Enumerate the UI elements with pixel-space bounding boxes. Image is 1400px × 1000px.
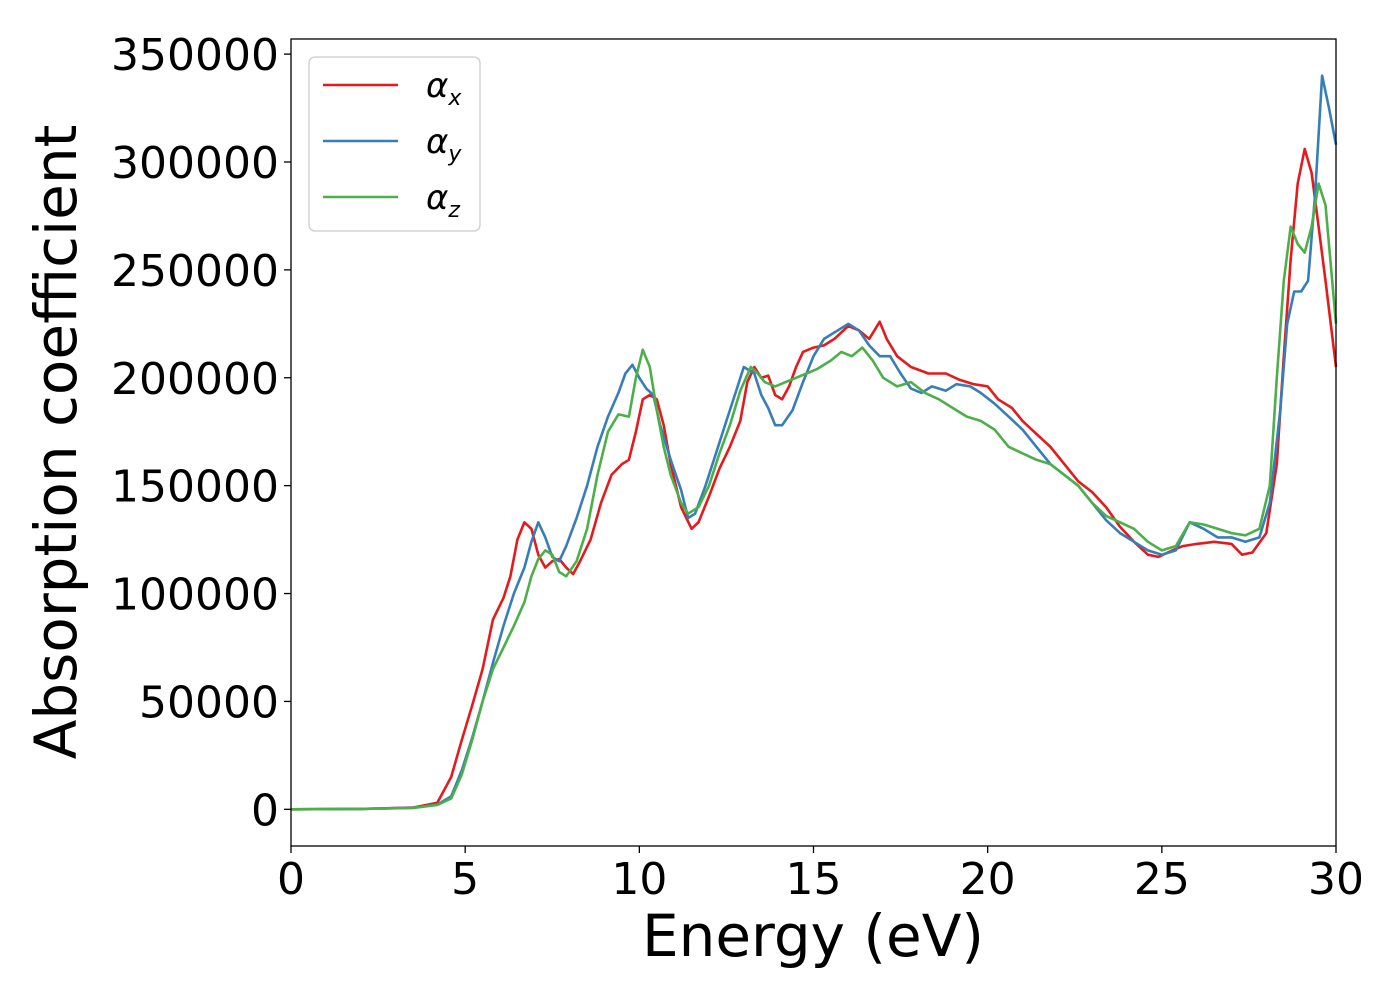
series-line-x [290, 147, 1338, 811]
x-tick-label: 5 [451, 854, 479, 905]
y-tick-label: 300000 [111, 138, 279, 189]
y-tick-label: 150000 [111, 462, 279, 513]
x-tick-label: 20 [960, 854, 1016, 905]
legend: αx αy αz [308, 56, 481, 232]
x-tick-label: 30 [1308, 854, 1364, 905]
y-tick-label: 100000 [111, 570, 279, 621]
y-axis-title: Absorption coefficient [22, 125, 90, 760]
x-tick-label: 15 [786, 854, 842, 905]
x-axis-ticks: 0 5 10 15 20 25 30 [277, 846, 1364, 905]
x-tick-label: 0 [277, 854, 305, 905]
y-tick-label: 350000 [111, 30, 279, 81]
y-tick-label: 50000 [139, 677, 279, 728]
x-axis-title: Energy (eV) [642, 902, 984, 970]
y-tick-label: 0 [251, 785, 279, 836]
x-tick-label: 10 [611, 854, 667, 905]
y-axis-ticks: 0 50000 100000 150000 200000 250000 300000 3500… [111, 30, 291, 836]
y-tick-label: 200000 [111, 354, 279, 405]
legend-box [308, 56, 481, 232]
y-tick-label: 250000 [111, 246, 279, 297]
legend-label-x: αx [426, 66, 462, 111]
legend-label-z: αz [426, 178, 460, 223]
series-line-z [290, 182, 1338, 811]
legend-label-y: αy [426, 122, 462, 167]
series-layer [290, 74, 1338, 811]
x-tick-label: 25 [1134, 854, 1190, 905]
